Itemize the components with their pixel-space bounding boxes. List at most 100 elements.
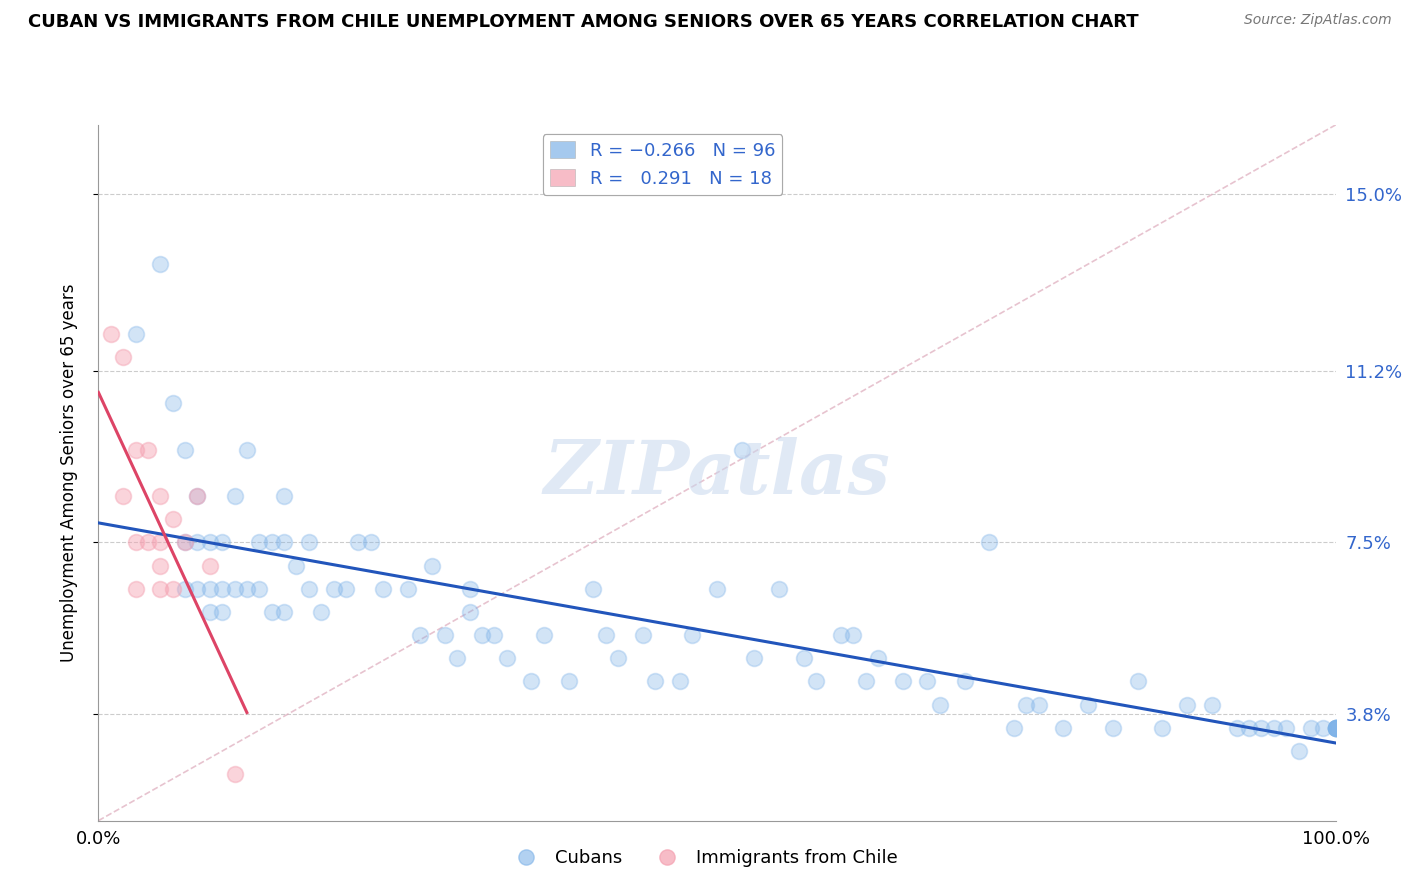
Point [1175, 698, 1198, 712]
Point [186, 582, 208, 596]
Point [247, 535, 270, 549]
Point [1126, 674, 1149, 689]
Point [198, 605, 221, 619]
Text: ZIPatlas: ZIPatlas [544, 436, 890, 509]
Point [260, 605, 283, 619]
Point [1312, 721, 1334, 735]
Point [1324, 721, 1347, 735]
Point [335, 582, 357, 596]
Point [706, 582, 728, 596]
Point [1263, 721, 1285, 735]
Point [396, 582, 419, 596]
Point [742, 651, 765, 665]
Point [247, 582, 270, 596]
Y-axis label: Unemployment Among Seniors over 65 years: Unemployment Among Seniors over 65 years [59, 284, 77, 662]
Point [1102, 721, 1125, 735]
Point [1324, 721, 1347, 735]
Point [309, 605, 332, 619]
Point [979, 535, 1001, 549]
Point [409, 628, 432, 642]
Point [236, 582, 259, 596]
Point [458, 582, 481, 596]
Point [1324, 721, 1347, 735]
Point [582, 582, 605, 596]
Point [174, 535, 197, 549]
Point [557, 674, 579, 689]
Point [1324, 721, 1347, 735]
Point [520, 674, 543, 689]
Point [1324, 721, 1347, 735]
Point [149, 535, 172, 549]
Point [1324, 721, 1347, 735]
Text: Source: ZipAtlas.com: Source: ZipAtlas.com [1244, 13, 1392, 28]
Point [322, 582, 344, 596]
Point [198, 535, 221, 549]
Point [112, 489, 135, 503]
Point [224, 489, 246, 503]
Point [174, 582, 197, 596]
Point [162, 512, 184, 526]
Point [433, 628, 456, 642]
Point [1324, 721, 1347, 735]
Point [1201, 698, 1223, 712]
Point [458, 605, 481, 619]
Point [149, 558, 172, 573]
Point [631, 628, 654, 642]
Text: CUBAN VS IMMIGRANTS FROM CHILE UNEMPLOYMENT AMONG SENIORS OVER 65 YEARS CORRELAT: CUBAN VS IMMIGRANTS FROM CHILE UNEMPLOYM… [28, 13, 1139, 31]
Point [273, 605, 295, 619]
Point [1002, 721, 1025, 735]
Point [174, 535, 197, 549]
Point [484, 628, 506, 642]
Point [917, 674, 939, 689]
Point [360, 535, 382, 549]
Point [260, 535, 283, 549]
Point [186, 489, 208, 503]
Point [298, 582, 321, 596]
Point [928, 698, 950, 712]
Point [198, 558, 221, 573]
Point [162, 582, 184, 596]
Point [595, 628, 617, 642]
Point [446, 651, 468, 665]
Point [112, 350, 135, 364]
Point [1077, 698, 1099, 712]
Point [211, 582, 233, 596]
Point [644, 674, 666, 689]
Point [162, 396, 184, 410]
Point [1288, 744, 1310, 758]
Point [371, 582, 394, 596]
Point [224, 767, 246, 781]
Point [533, 628, 555, 642]
Point [211, 605, 233, 619]
Point [768, 582, 790, 596]
Legend: Cubans, Immigrants from Chile: Cubans, Immigrants from Chile [501, 842, 905, 874]
Point [1152, 721, 1174, 735]
Point [136, 442, 159, 457]
Point [669, 674, 692, 689]
Point [273, 535, 295, 549]
Point [1226, 721, 1249, 735]
Point [100, 326, 122, 341]
Point [186, 489, 208, 503]
Point [124, 326, 146, 341]
Point [273, 489, 295, 503]
Point [855, 674, 877, 689]
Point [174, 442, 197, 457]
Point [1028, 698, 1050, 712]
Point [124, 535, 146, 549]
Point [124, 582, 146, 596]
Point [830, 628, 852, 642]
Point [422, 558, 444, 573]
Point [1299, 721, 1322, 735]
Point [891, 674, 914, 689]
Point [149, 489, 172, 503]
Point [149, 257, 172, 271]
Point [236, 442, 259, 457]
Point [471, 628, 494, 642]
Point [136, 535, 159, 549]
Point [842, 628, 865, 642]
Point [347, 535, 370, 549]
Point [285, 558, 308, 573]
Point [1324, 721, 1347, 735]
Point [731, 442, 754, 457]
